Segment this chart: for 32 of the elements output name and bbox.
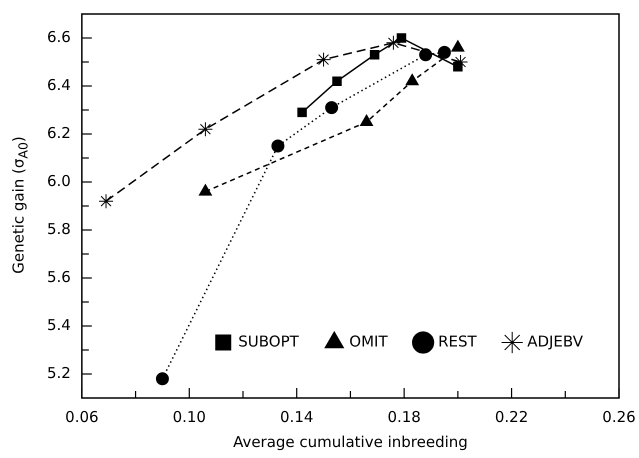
legend-label: REST [438,332,478,350]
point [438,46,451,59]
y-tick-label: 6.4 [46,76,71,94]
point [396,33,406,43]
legend-label: OMIT [349,332,388,350]
x-tick-label: 0.10 [172,408,206,426]
point [386,35,401,50]
y-tick-label: 5.8 [46,220,71,238]
point [316,52,332,68]
x-tick-label: 0.26 [602,408,636,426]
y-tick-label: 5.6 [46,268,71,286]
point [271,140,284,152]
x-tick-label: 0.14 [280,408,314,426]
x-tick-label: 0.22 [494,408,528,426]
point [297,108,307,118]
point [332,76,342,86]
x-tick-label: 0.18 [387,408,421,426]
point [453,62,463,72]
point [198,122,213,137]
legend-label: ADJEBV [527,332,584,350]
point [98,194,114,209]
y-tick-label: 6.0 [46,172,71,190]
legend-label: SUBOPT [238,332,300,350]
y-tick-label: 5.4 [46,316,71,334]
x-axis-title: Average cumulative inbreeding [233,432,468,451]
point [370,50,380,60]
y-tick-label: 6.6 [46,28,71,46]
point [325,101,338,114]
x-tick-label: 0.06 [65,408,99,426]
point [156,372,169,386]
y-tick-label: 5.2 [46,364,71,382]
y-tick-label: 6.2 [46,124,71,142]
